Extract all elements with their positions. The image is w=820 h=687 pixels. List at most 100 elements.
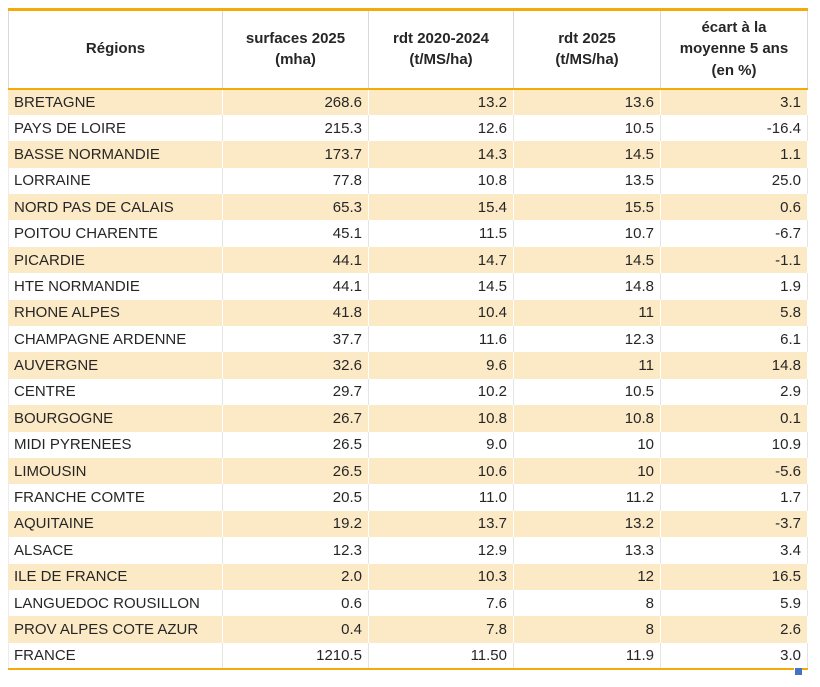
ecart-moyenne-cell: 14.8 [660, 352, 808, 379]
surface-2025-cell: 2.0 [222, 563, 369, 590]
ecart-moyenne-cell: 0.1 [660, 405, 808, 432]
rdt-2025-cell: 8 [513, 616, 661, 643]
table-row: BOURGOGNE 26.7 10.8 10.8 0.1 [8, 405, 808, 432]
table-header: Régions surfaces 2025 (mha) rdt 2020-202… [8, 8, 808, 90]
regions-yield-table: Régions surfaces 2025 (mha) rdt 2020-202… [8, 8, 808, 671]
rdt-2025-cell: 12 [513, 563, 661, 590]
rdt-2025-cell: 11 [513, 299, 661, 327]
table-row: FRANCE 1210.5 11.50 11.9 3.0 [8, 642, 808, 670]
ecart-moyenne-cell: 3.1 [660, 88, 808, 115]
region-name-cell: PAYS DE LOIRE [8, 114, 223, 142]
rdt-2025-cell: 10 [513, 431, 661, 458]
ecart-moyenne-cell: 16.5 [660, 563, 808, 590]
surface-2025-cell: 65.3 [222, 194, 369, 221]
surface-2025-cell: 268.6 [222, 88, 369, 115]
rdt-2025-cell: 8 [513, 589, 661, 617]
rdt-2025-cell: 10 [513, 457, 661, 485]
rdt-2025-cell: 14.5 [513, 141, 661, 168]
table-row: AQUITAINE 19.2 13.7 13.2 -3.7 [8, 510, 808, 538]
rdt-2020-2024-cell: 10.2 [368, 378, 514, 406]
ecart-moyenne-cell: 3.4 [660, 537, 808, 564]
ecart-moyenne-cell: 10.9 [660, 431, 808, 458]
surface-2025-cell: 215.3 [222, 114, 369, 142]
region-name-cell: BRETAGNE [8, 88, 223, 115]
ecart-moyenne-cell: 6.1 [660, 326, 808, 353]
table-row: CENTRE 29.7 10.2 10.5 2.9 [8, 378, 808, 406]
surface-2025-cell: 173.7 [222, 141, 369, 168]
surface-2025-cell: 26.7 [222, 405, 369, 432]
region-name-cell: NORD PAS DE CALAIS [8, 194, 223, 221]
surface-2025-cell: 77.8 [222, 167, 369, 195]
region-name-cell: ILE DE FRANCE [8, 563, 223, 590]
region-name-cell: LORRAINE [8, 167, 223, 195]
region-name-cell: LANGUEDOC ROUSILLON [8, 589, 223, 617]
table-row: MIDI PYRENEES 26.5 9.0 10 10.9 [8, 431, 808, 458]
rdt-2025-cell: 11.9 [513, 642, 661, 670]
region-name-cell: FRANCHE COMTE [8, 484, 223, 511]
surface-2025-cell: 41.8 [222, 299, 369, 327]
rdt-2020-2024-cell: 9.0 [368, 431, 514, 458]
surface-2025-cell: 26.5 [222, 431, 369, 458]
surface-2025-cell: 45.1 [222, 220, 369, 247]
region-name-cell: AQUITAINE [8, 510, 223, 538]
surface-2025-cell: 29.7 [222, 378, 369, 406]
region-name-cell: MIDI PYRENEES [8, 431, 223, 458]
ecart-moyenne-cell: -1.1 [660, 246, 808, 274]
region-name-cell: BASSE NORMANDIE [8, 141, 223, 168]
ecart-moyenne-cell: 1.7 [660, 484, 808, 511]
region-name-cell: AUVERGNE [8, 352, 223, 379]
region-name-cell: CHAMPAGNE ARDENNE [8, 326, 223, 353]
surface-2025-cell: 19.2 [222, 510, 369, 538]
ecart-moyenne-cell: -16.4 [660, 114, 808, 142]
header-ecart-moyenne: écart à la moyenne 5 ans (en %) [660, 8, 808, 90]
header-regions: Régions [8, 8, 223, 90]
header-row: Régions surfaces 2025 (mha) rdt 2020-202… [8, 8, 808, 90]
rdt-2025-cell: 10.7 [513, 220, 661, 247]
table-row: PICARDIE 44.1 14.7 14.5 -1.1 [8, 246, 808, 274]
table-row: RHONE ALPES 41.8 10.4 11 5.8 [8, 299, 808, 327]
surface-2025-cell: 37.7 [222, 326, 369, 353]
surface-2025-cell: 44.1 [222, 246, 369, 274]
rdt-2020-2024-cell: 12.9 [368, 537, 514, 564]
rdt-2020-2024-cell: 10.3 [368, 563, 514, 590]
ecart-moyenne-cell: 5.9 [660, 589, 808, 617]
rdt-2020-2024-cell: 10.4 [368, 299, 514, 327]
rdt-2020-2024-cell: 11.5 [368, 220, 514, 247]
selection-fill-handle[interactable] [794, 667, 802, 676]
rdt-2020-2024-cell: 14.7 [368, 246, 514, 274]
ecart-moyenne-cell: 1.9 [660, 273, 808, 300]
table-row: LANGUEDOC ROUSILLON 0.6 7.6 8 5.9 [8, 589, 808, 617]
rdt-2020-2024-cell: 10.8 [368, 167, 514, 195]
rdt-2025-cell: 13.6 [513, 88, 661, 115]
region-name-cell: PICARDIE [8, 246, 223, 274]
rdt-2020-2024-cell: 11.6 [368, 326, 514, 353]
region-name-cell: CENTRE [8, 378, 223, 406]
table-row: AUVERGNE 32.6 9.6 11 14.8 [8, 352, 808, 379]
rdt-2020-2024-cell: 10.8 [368, 405, 514, 432]
header-surfaces-2025: surfaces 2025 (mha) [222, 8, 369, 90]
rdt-2025-cell: 14.5 [513, 246, 661, 274]
table-row: PROV ALPES COTE AZUR 0.4 7.8 8 2.6 [8, 616, 808, 643]
surface-2025-cell: 1210.5 [222, 642, 369, 670]
region-name-cell: BOURGOGNE [8, 405, 223, 432]
rdt-2025-cell: 11 [513, 352, 661, 379]
rdt-2020-2024-cell: 13.2 [368, 88, 514, 115]
rdt-2020-2024-cell: 15.4 [368, 194, 514, 221]
surface-2025-cell: 20.5 [222, 484, 369, 511]
rdt-2025-cell: 14.8 [513, 273, 661, 300]
region-name-cell: HTE NORMANDIE [8, 273, 223, 300]
ecart-moyenne-cell: -5.6 [660, 457, 808, 485]
surface-2025-cell: 44.1 [222, 273, 369, 300]
rdt-2020-2024-cell: 7.6 [368, 589, 514, 617]
rdt-2025-cell: 13.5 [513, 167, 661, 195]
rdt-2020-2024-cell: 10.6 [368, 457, 514, 485]
rdt-2020-2024-cell: 9.6 [368, 352, 514, 379]
surface-2025-cell: 32.6 [222, 352, 369, 379]
ecart-moyenne-cell: 1.1 [660, 141, 808, 168]
table-row: BRETAGNE 268.6 13.2 13.6 3.1 [8, 88, 808, 115]
surface-2025-cell: 26.5 [222, 457, 369, 485]
rdt-2025-cell: 13.2 [513, 510, 661, 538]
ecart-moyenne-cell: 2.9 [660, 378, 808, 406]
rdt-2025-cell: 10.5 [513, 114, 661, 142]
table-row: CHAMPAGNE ARDENNE 37.7 11.6 12.3 6.1 [8, 326, 808, 353]
